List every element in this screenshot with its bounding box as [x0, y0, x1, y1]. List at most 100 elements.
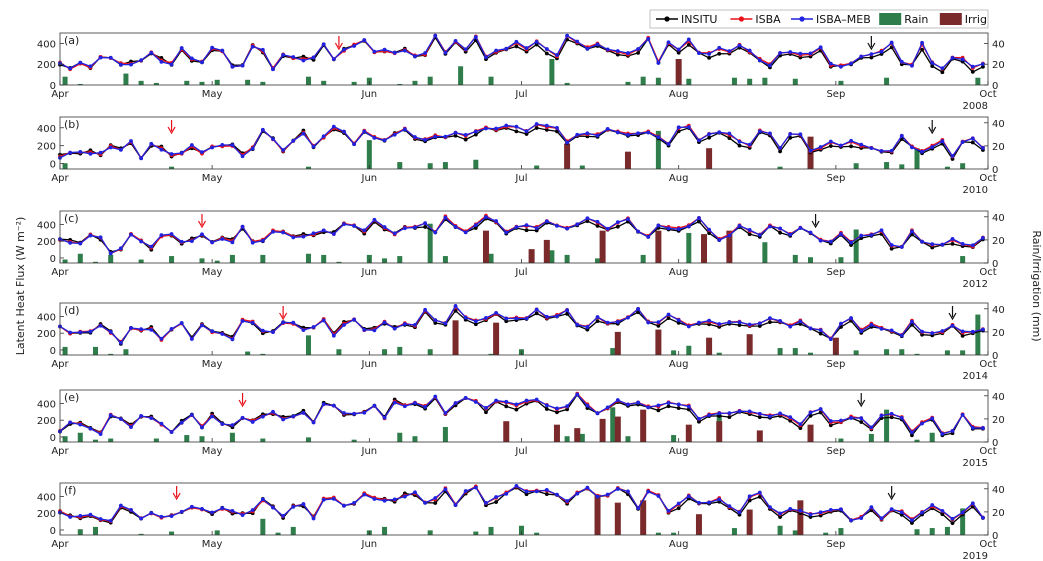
isba-meb-point [808, 230, 813, 235]
isba-meb-point [676, 501, 681, 506]
isba-meb-point [727, 411, 732, 416]
isba-meb-point [230, 337, 235, 342]
year-label: 2010 [963, 185, 988, 196]
insitu-point [595, 224, 600, 228]
isba-meb-point [585, 325, 590, 329]
isba-meb-point [494, 126, 499, 131]
isba-meb-point [453, 39, 458, 43]
rain-bar [488, 76, 494, 85]
isba-meb-point [342, 222, 346, 227]
isba-meb-point [534, 307, 539, 312]
rain-bar [762, 77, 768, 85]
isba-meb-point [615, 130, 620, 135]
rain-bar [77, 529, 83, 535]
isba-meb-point [879, 326, 884, 331]
isba-meb-point [413, 54, 417, 59]
rain-bar [290, 526, 296, 535]
isba-meb-point [960, 140, 965, 144]
rain-bar [777, 348, 783, 355]
rain-bar [427, 223, 433, 263]
insitu-point [788, 418, 793, 423]
isba-meb-point [575, 392, 580, 397]
isba-meb-point [301, 58, 306, 63]
isba-meb-point [413, 135, 417, 139]
isba-meb-point [910, 430, 914, 435]
insitu-point [514, 129, 519, 134]
isba-meb-point [575, 39, 580, 44]
red-arrow-marker [334, 36, 343, 51]
rain-bars [62, 314, 981, 355]
isba-meb-point [646, 489, 651, 494]
isba-meb-point [575, 491, 580, 496]
x-tick-label: Jul [514, 539, 527, 550]
isba-meb-point [200, 150, 204, 155]
insitu-point [585, 219, 590, 223]
insitu-point [484, 410, 488, 415]
isba-meb-point [473, 485, 478, 490]
isba-meb-point [362, 327, 367, 332]
isba-meb-point [392, 132, 397, 137]
x-tick-label: Jul [514, 267, 527, 278]
isba-meb-point [839, 321, 843, 326]
rain-bar [808, 352, 814, 355]
isba-meb-point [260, 127, 265, 132]
isba-meb-point [595, 42, 600, 47]
isba-meb-point [189, 143, 194, 147]
isba-meb-point [656, 61, 661, 65]
legend-entry-irrig: Irrig [939, 13, 987, 26]
isba-meb-point [676, 318, 681, 323]
isba-meb-point [889, 148, 894, 153]
isba-meb-point [676, 47, 681, 52]
isba-meb-point [281, 417, 286, 422]
isba-meb-point [189, 504, 194, 509]
insitu-point [930, 245, 935, 250]
rain-bar [792, 530, 798, 535]
rain-bar [731, 528, 737, 535]
rain-bar [62, 76, 68, 85]
panel-f: 0 200 400 0 20 40 Apr May Jun Jul Aug Sep Oct (f) 2019 [37, 482, 1005, 561]
isba-meb-point [281, 53, 286, 57]
isba-meb-point [139, 516, 144, 521]
isba-meb-point [230, 509, 235, 513]
isba-meb-point [271, 67, 275, 72]
rain-bar [960, 350, 966, 355]
isba-meb-point [859, 416, 864, 421]
insitu-point [676, 406, 681, 411]
isba-meb-point [118, 503, 123, 508]
isba-meb-point [271, 229, 275, 234]
isba-meb-point [757, 58, 762, 63]
isba-meb-point [646, 235, 651, 239]
isba-meb-point [707, 132, 711, 137]
y-tick-label-right: 20 [992, 60, 1005, 71]
isba-meb-point [788, 232, 793, 237]
isba-meb-point [859, 329, 864, 333]
isba-meb-point [220, 506, 225, 511]
rain-bar [351, 439, 357, 442]
isba-meb-point [392, 231, 397, 236]
rain-bar [427, 163, 433, 169]
rain-bar [655, 77, 661, 85]
isba-meb-point [494, 495, 499, 499]
insitu-point [534, 311, 539, 316]
isba-meb-point [808, 148, 813, 153]
isba-meb-point [494, 48, 499, 53]
isba-meb-point [737, 43, 742, 48]
isba-meb-point [311, 231, 316, 236]
x-tick-label: Jul [514, 359, 527, 370]
isba-meb-point [839, 143, 843, 148]
isba-meb-point [413, 322, 417, 327]
irrigation-bar [706, 337, 713, 355]
insitu-point [453, 308, 458, 313]
isba-meb-point [849, 138, 853, 143]
isba-meb-point [504, 491, 509, 496]
isba-meb-point [382, 415, 387, 420]
isba-meb-point [291, 235, 296, 240]
isba-meb-point [402, 127, 407, 132]
isba-meb-point [534, 489, 539, 494]
legend-label: Irrig [965, 13, 987, 26]
isba-meb-point [565, 404, 570, 409]
isba-meb-point [372, 49, 377, 54]
rain-bar [397, 256, 403, 263]
isba-meb-point [413, 401, 417, 405]
rain-bar [77, 253, 83, 263]
